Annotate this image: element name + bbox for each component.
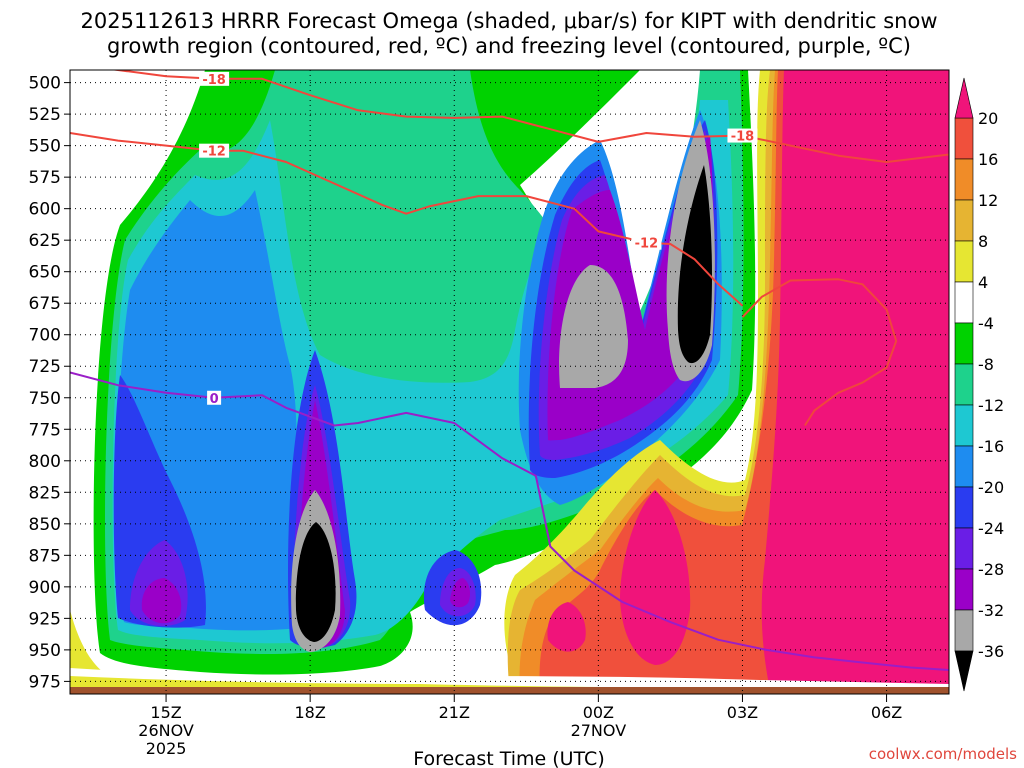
contour-label-bg	[727, 128, 758, 143]
y-tick-label: 625	[29, 231, 61, 251]
x-tick-sublabel: 27NOV	[571, 721, 627, 740]
contour-label-bg	[631, 235, 662, 250]
colorbar-segment	[954, 240, 974, 283]
x-tick-label: 03Z	[727, 703, 758, 722]
surface-yellow-strip	[70, 676, 949, 690]
y-tick-label: 550	[29, 137, 61, 157]
y-tick-label: 800	[29, 452, 61, 472]
x-axis-label: Forecast Time (UTC)	[413, 748, 604, 768]
y-tick-label: 900	[29, 578, 61, 598]
colorbar-top-arrow	[954, 77, 974, 119]
x-tick-label: 21Z	[439, 703, 470, 722]
grid-layer	[70, 70, 949, 694]
colorbar-label: -4	[978, 314, 994, 333]
colorbar-segment	[954, 199, 974, 242]
plot-frame	[69, 69, 950, 695]
contour-line-2	[70, 371, 949, 671]
y-tick-label: 825	[29, 483, 61, 503]
colorbar-segment	[954, 609, 974, 652]
contour-label: -12	[635, 237, 659, 252]
colorbar: 20 16 12 8 4 -4 -8 -12 -16 -20 -24 -28 -32 -36	[954, 77, 1004, 692]
chart-title-line-2: growth region (contoured, red, ºC) and f…	[107, 34, 911, 58]
colorbar-segment	[954, 527, 974, 570]
contour-label: -18	[202, 73, 226, 88]
omega-band-neg-28-purple	[141, 135, 713, 648]
y-tick-label: 600	[29, 200, 61, 220]
y-tick-label: 525	[29, 105, 61, 125]
colorbar-label: 20	[978, 109, 998, 128]
colorbar-label: -8	[978, 355, 994, 374]
colorbar-label: -28	[978, 560, 1004, 579]
colorbar-label: -32	[978, 601, 1004, 620]
y-tick-label: 750	[29, 389, 61, 409]
colorbar-label: -16	[978, 437, 1004, 456]
y-tick-label: 575	[29, 168, 61, 188]
colorbar-label: -36	[978, 642, 1004, 661]
y-tick-label: 775	[29, 420, 61, 440]
colorbar-label: 16	[978, 150, 998, 169]
y-axis: 500 525 550 575 600 625 650 675 700 725 750 775 800 8…	[29, 74, 70, 692]
y-tick-label: 700	[29, 326, 61, 346]
colorbar-segment	[954, 486, 974, 529]
contour-label: -18	[731, 130, 755, 145]
colorbar-segment	[954, 117, 974, 160]
y-tick-label: 850	[29, 515, 61, 535]
x-tick-label: 06Z	[871, 703, 902, 722]
colorbar-label: -24	[978, 519, 1004, 538]
colorbar-label: -12	[978, 396, 1004, 415]
omega-shading	[70, 70, 949, 694]
y-tick-label: 950	[29, 641, 61, 661]
colorbar-segment	[954, 281, 974, 324]
y-tick-label: 725	[29, 357, 61, 377]
contour-label-layer: -18 -18 -12 -12 0	[199, 71, 758, 407]
x-tick-sublabel: 26NOV	[138, 721, 194, 740]
colorbar-segment	[954, 445, 974, 488]
colorbar-label: 8	[978, 232, 988, 251]
x-tick-label: 15Z	[150, 703, 181, 722]
y-tick-label: 650	[29, 263, 61, 283]
y-tick-label: 975	[29, 672, 61, 692]
y-tick-label: 500	[29, 74, 61, 94]
contour-label-bg	[207, 390, 222, 405]
contour-label: 0	[210, 392, 219, 407]
colorbar-label: -20	[978, 478, 1004, 497]
colorbar-segment	[954, 568, 974, 611]
colorbar-segment	[954, 322, 974, 365]
contour-label-bg	[199, 143, 230, 158]
contour-label: -12	[202, 145, 226, 160]
omega-band-pos-20-magenta	[547, 70, 949, 690]
y-tick-label: 875	[29, 546, 61, 566]
watermark: coolwx.com/models	[869, 745, 1017, 763]
terrain-band	[70, 687, 949, 694]
contour-line-3	[741, 278, 898, 427]
contour-label-bg	[199, 71, 230, 86]
y-tick-label: 675	[29, 294, 61, 314]
colorbar-label: 12	[978, 191, 998, 210]
x-tick-sublabel: 2025	[146, 739, 187, 758]
x-tick-label: 18Z	[294, 703, 325, 722]
x-tick-label: 00Z	[583, 703, 614, 722]
colorbar-bottom-arrow	[954, 650, 974, 692]
colorbar-segment	[954, 363, 974, 406]
colorbar-segment	[954, 404, 974, 447]
colorbar-segment	[954, 158, 974, 201]
y-tick-label: 925	[29, 609, 61, 629]
colorbar-label: 4	[978, 273, 988, 292]
chart-title-line-1: 2025112613 HRRR Forecast Omega (shaded, …	[81, 9, 938, 33]
